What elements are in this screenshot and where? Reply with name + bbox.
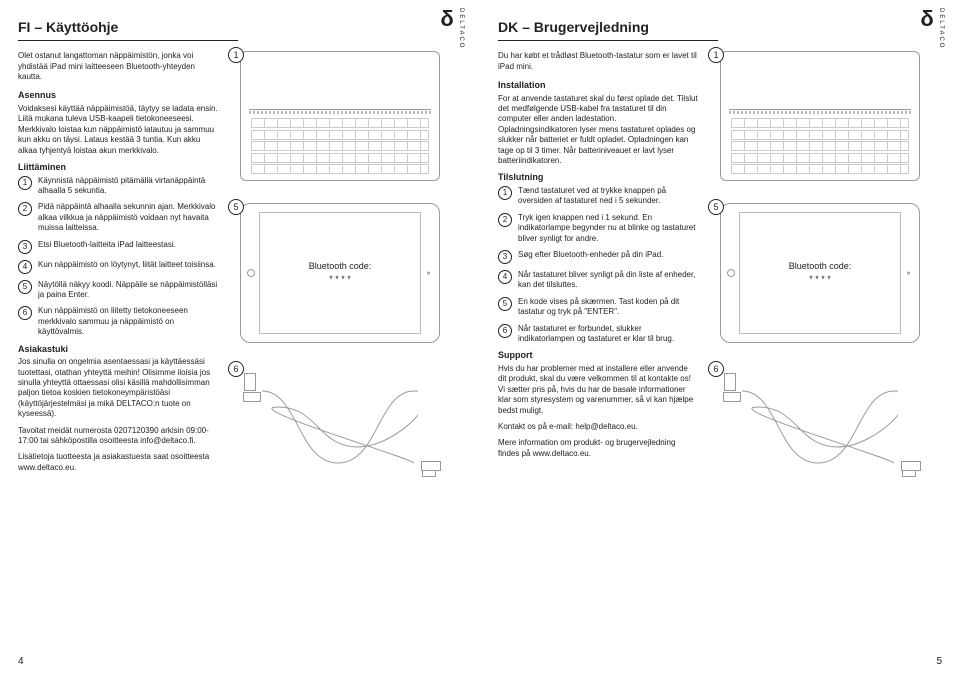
step-badge: 6 (18, 306, 32, 320)
step-text: Etsi Bluetooth-laitteita iPad laitteesta… (38, 240, 218, 250)
tablet-device: Bluetooth code: * * * * (720, 203, 920, 343)
figure-6: 6 (232, 365, 452, 485)
figure-5: 5 Bluetooth code: * * * * (712, 203, 932, 343)
step-text: Kun näppäimistö on liitetty tietokoneese… (38, 306, 218, 337)
step-text: Tryk igen knappen ned i 1 sekund. En ind… (518, 213, 698, 244)
support-2: Kontakt os på e-mail: help@deltaco.eu. (498, 422, 698, 432)
columns: Olet ostanut langattoman näppäimistön, j… (18, 51, 462, 507)
install-text: Voidaksesi käyttää näppäimistöä, täytyy … (18, 104, 218, 156)
figure-5: 5 Bluetooth code: * * * * (232, 203, 452, 343)
support-1: Jos sinulla on ongelmia asentaessasi ja … (18, 357, 218, 419)
step-badge: 2 (18, 202, 32, 216)
step-text: Søg efter Bluetooth-enheder på din iPad. (518, 250, 698, 260)
support-3: Mere information om produkt- og brugerve… (498, 438, 698, 459)
bt-code-label: Bluetooth code: (789, 261, 852, 273)
step-4: 4 Kun näppäimistö on löytynyt, liität la… (18, 260, 218, 274)
step-2: 2 Pidä näppäintä alhaalla sekunnin ajan.… (18, 202, 218, 233)
text-column: Olet ostanut langattoman näppäimistön, j… (18, 51, 218, 507)
step-badge: 5 (498, 297, 512, 311)
step-1: 1 Käynnistä näppäimistö pitämällä virtan… (18, 176, 218, 197)
install-heading: Asennus (18, 90, 218, 102)
support-1: Hvis du har problemer med at installere … (498, 364, 698, 416)
page-number: 5 (936, 655, 942, 668)
keyboard-device (720, 51, 920, 181)
step-3: 3 Etsi Bluetooth-laitteita iPad laittees… (18, 240, 218, 254)
connect-heading: Liittäminen (18, 162, 218, 174)
bt-code-mask: * * * * (329, 274, 351, 286)
keyboard-device (240, 51, 440, 181)
intro: Du har købt et trådløst Bluetooth-tastat… (498, 51, 698, 72)
page-number: 4 (18, 655, 24, 668)
step-badge: 3 (498, 250, 512, 264)
page-title-dk: DK – Brugervejledning (498, 18, 942, 36)
figure-1: 1 (232, 51, 452, 181)
page-right: δ DELTACO DK – Brugervejledning Du har k… (480, 0, 960, 678)
figure-1: 1 (712, 51, 932, 181)
step-6: 6 Når tastaturet er forbundet, slukker i… (498, 324, 698, 345)
step-text: Tænd tastaturet ved at trykke knappen på… (518, 186, 698, 207)
step-text: En kode vises på skærmen. Tast koden på … (518, 297, 698, 318)
support-heading: Asiakastuki (18, 344, 218, 356)
step-5: 5 En kode vises på skærmen. Tast koden p… (498, 297, 698, 318)
bt-code-mask: * * * * (809, 274, 831, 286)
tablet-device: Bluetooth code: * * * * (240, 203, 440, 343)
step-text: Käynnistä näppäimistö pitämällä virtanäp… (38, 176, 218, 197)
step-text: Når tastaturet er forbundet, slukker ind… (518, 324, 698, 345)
support-2: Tavoitat meidät numerosta 0207120390 ark… (18, 426, 218, 447)
page-title-fi: FI – Käyttöohje (18, 18, 462, 36)
columns: Du har købt et trådløst Bluetooth-tastat… (498, 51, 942, 507)
step-badge: 4 (18, 260, 32, 274)
install-heading: Installation (498, 80, 698, 92)
step-4: 4 Når tastaturet bliver synligt på din l… (498, 270, 698, 291)
step-6: 6 Kun näppäimistö on liitetty tietokonee… (18, 306, 218, 337)
step-badge: 4 (498, 270, 512, 284)
support-3: Lisätietoja tuotteesta ja asiakastuesta … (18, 452, 218, 473)
page-left: δ DELTACO FI – Käyttöohje Olet ostanut l… (0, 0, 480, 678)
bt-code-label: Bluetooth code: (309, 261, 372, 273)
usb-cable (720, 365, 920, 485)
step-badge: 5 (18, 280, 32, 294)
support-heading: Support (498, 350, 698, 362)
step-badge: 3 (18, 240, 32, 254)
title-rule (498, 40, 718, 41)
step-text: Pidä näppäintä alhaalla sekunnin ajan. M… (38, 202, 218, 233)
step-badge: 1 (498, 186, 512, 200)
step-badge: 2 (498, 213, 512, 227)
step-5: 5 Näytöllä näkyy koodi. Näppäile se näpp… (18, 280, 218, 301)
install-text: For at anvende tastaturet skal du først … (498, 94, 698, 167)
step-text: Kun näppäimistö on löytynyt, liität lait… (38, 260, 218, 270)
usb-cable (240, 365, 440, 485)
step-badge: 6 (498, 324, 512, 338)
figure-column: 1 5 Bluetooth code: (712, 51, 932, 507)
step-2: 2 Tryk igen knappen ned i 1 sekund. En i… (498, 213, 698, 244)
connect-heading: Tilslutning (498, 172, 698, 184)
step-1: 1 Tænd tastaturet ved at trykke knappen … (498, 186, 698, 207)
figure-column: 1 5 Bluetooth (232, 51, 452, 507)
title-rule (18, 40, 238, 41)
intro: Olet ostanut langattoman näppäimistön, j… (18, 51, 218, 82)
text-column: Du har købt et trådløst Bluetooth-tastat… (498, 51, 698, 507)
step-3: 3 Søg efter Bluetooth-enheder på din iPa… (498, 250, 698, 264)
step-badge: 1 (18, 176, 32, 190)
figure-6: 6 (712, 365, 932, 485)
step-text: Når tastaturet bliver synligt på din lis… (518, 270, 698, 291)
step-text: Näytöllä näkyy koodi. Näppäile se näppäi… (38, 280, 218, 301)
